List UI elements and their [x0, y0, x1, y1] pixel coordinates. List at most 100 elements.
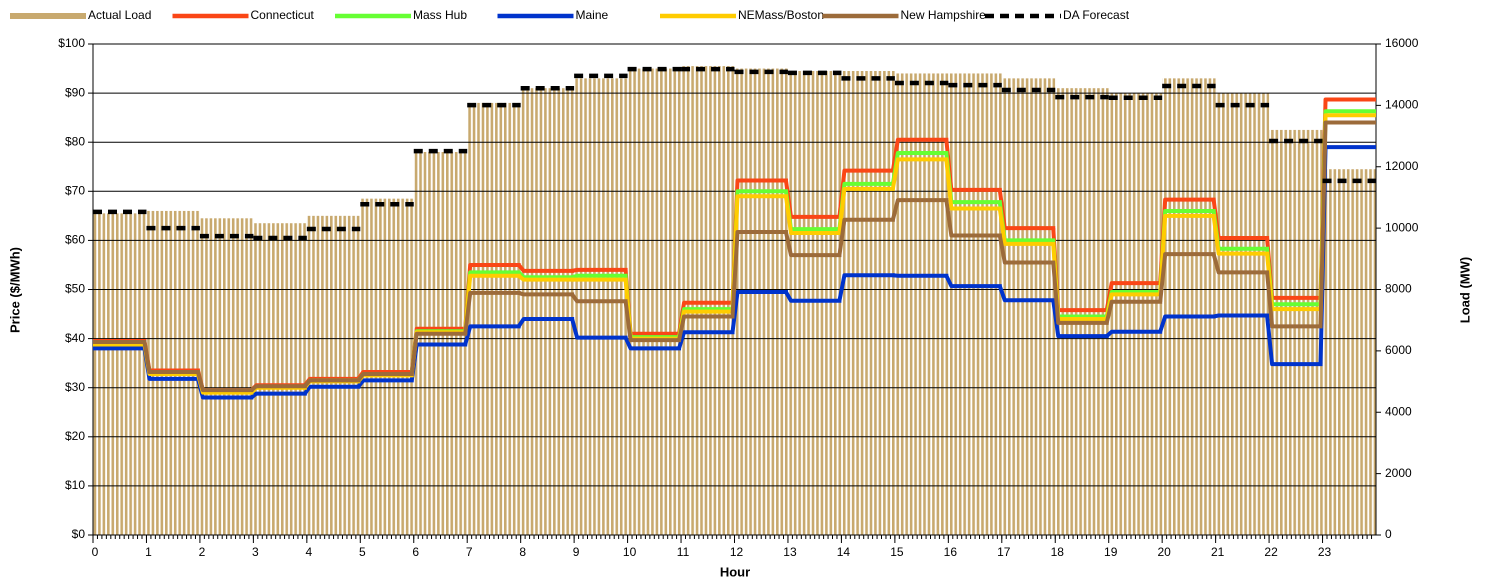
x-axis-title: Hour	[720, 564, 750, 579]
price-step	[997, 235, 1056, 265]
load-bar	[1322, 169, 1376, 535]
x-tick-label: 5	[359, 545, 366, 559]
load-bar	[1108, 93, 1163, 535]
legend-label: Mass Hub	[413, 8, 467, 22]
price-step	[837, 186, 895, 234]
price-step	[783, 195, 842, 236]
price-step	[730, 289, 788, 333]
y2-axis-title: Load (MW)	[1457, 257, 1472, 323]
price-step	[409, 331, 468, 375]
price-step	[944, 274, 1002, 289]
price-step	[142, 341, 200, 374]
y-tick-label: $50	[65, 282, 85, 296]
load-bar	[93, 213, 147, 535]
price-step	[517, 316, 575, 328]
y2-tick-label: 16000	[1385, 36, 1419, 50]
x-tick-label: 6	[412, 545, 419, 559]
legend-label: Actual Load	[88, 8, 151, 22]
price-step	[1318, 120, 1376, 327]
price-step	[944, 159, 1002, 211]
x-tick-label: 2	[199, 545, 206, 559]
y-tick-label: $70	[65, 183, 85, 197]
y2-tick-label: 0	[1385, 527, 1392, 541]
price-step	[303, 378, 361, 388]
x-tick-label: 11	[677, 545, 690, 559]
load-bar	[894, 73, 949, 536]
load-bar	[574, 78, 628, 536]
price-step	[730, 230, 788, 317]
x-tick-label: 8	[519, 545, 526, 559]
price-step	[570, 293, 628, 304]
y-tick-label: $0	[72, 527, 86, 541]
load-bar	[467, 102, 521, 536]
load-bar	[787, 71, 842, 535]
price-step	[303, 384, 361, 395]
price-step	[517, 263, 575, 273]
x-tick-label: 18	[1051, 545, 1065, 559]
price-step	[890, 157, 949, 190]
load-bar	[1001, 78, 1056, 536]
y-tick-label: $10	[65, 478, 85, 492]
x-tick-label: 12	[730, 545, 744, 559]
price-step	[623, 301, 682, 343]
load-bar	[841, 71, 895, 535]
price-step	[250, 384, 307, 392]
price-step	[1105, 329, 1163, 338]
x-tick-label: 16	[944, 545, 958, 559]
load-bar	[948, 73, 1002, 536]
price-step	[1211, 215, 1270, 256]
x-tick-label: 0	[92, 545, 99, 559]
x-tick-label: 4	[305, 545, 312, 559]
y-axis-title: Price ($/MWh)	[7, 247, 22, 333]
load-bar	[199, 218, 254, 535]
x-tick-label: 20	[1157, 545, 1171, 559]
x-tick-label: 15	[890, 545, 904, 559]
y-tick-label: $30	[65, 380, 85, 394]
price-step	[463, 324, 521, 346]
y2-tick-label: 8000	[1385, 282, 1412, 296]
load-bar	[681, 66, 735, 535]
plot-border	[92, 43, 1377, 536]
load-bar	[360, 198, 414, 536]
x-tick-label: 13	[783, 545, 797, 559]
legend-label: Maine	[576, 8, 609, 22]
legend-label: DA Forecast	[1063, 8, 1130, 22]
x-tick-label: 23	[1318, 545, 1332, 559]
price-step	[518, 291, 575, 297]
legend-label: NEMass/Boston	[738, 8, 824, 22]
price-step	[944, 199, 1002, 238]
load-bar	[306, 215, 361, 535]
price-step	[571, 267, 628, 273]
price-step	[837, 217, 895, 256]
price-step	[1265, 315, 1323, 367]
y2-tick-label: 14000	[1385, 98, 1419, 112]
price-step	[890, 198, 949, 221]
x-tick-label: 3	[252, 545, 259, 559]
x-tick-label: 1	[145, 545, 152, 559]
y-tick-label: $80	[65, 134, 85, 148]
x-tick-label: 14	[837, 545, 851, 559]
x-tick-label: 7	[466, 545, 473, 559]
x-tick-label: 10	[623, 545, 637, 559]
y-tick-label: $20	[65, 429, 85, 443]
price-step	[837, 273, 895, 302]
legend-label: Connecticut	[251, 8, 315, 22]
y2-tick-label: 2000	[1385, 466, 1412, 480]
x-tick-label: 9	[573, 545, 580, 559]
price-step	[250, 391, 307, 400]
price-step	[784, 290, 842, 303]
load-bar	[627, 68, 682, 536]
y2-tick-label: 12000	[1385, 159, 1419, 173]
y-tick-label: $60	[65, 233, 85, 247]
load-bar	[520, 88, 575, 535]
x-tick-label: 19	[1104, 545, 1118, 559]
load-bar	[734, 68, 788, 536]
y2-tick-label: 10000	[1385, 220, 1419, 234]
price-step	[1051, 262, 1109, 325]
price-step	[784, 231, 842, 258]
price-step	[1158, 252, 1216, 302]
y2-tick-label: 6000	[1385, 343, 1412, 357]
x-tick-label: 22	[1264, 545, 1278, 559]
price-step	[1265, 272, 1323, 329]
